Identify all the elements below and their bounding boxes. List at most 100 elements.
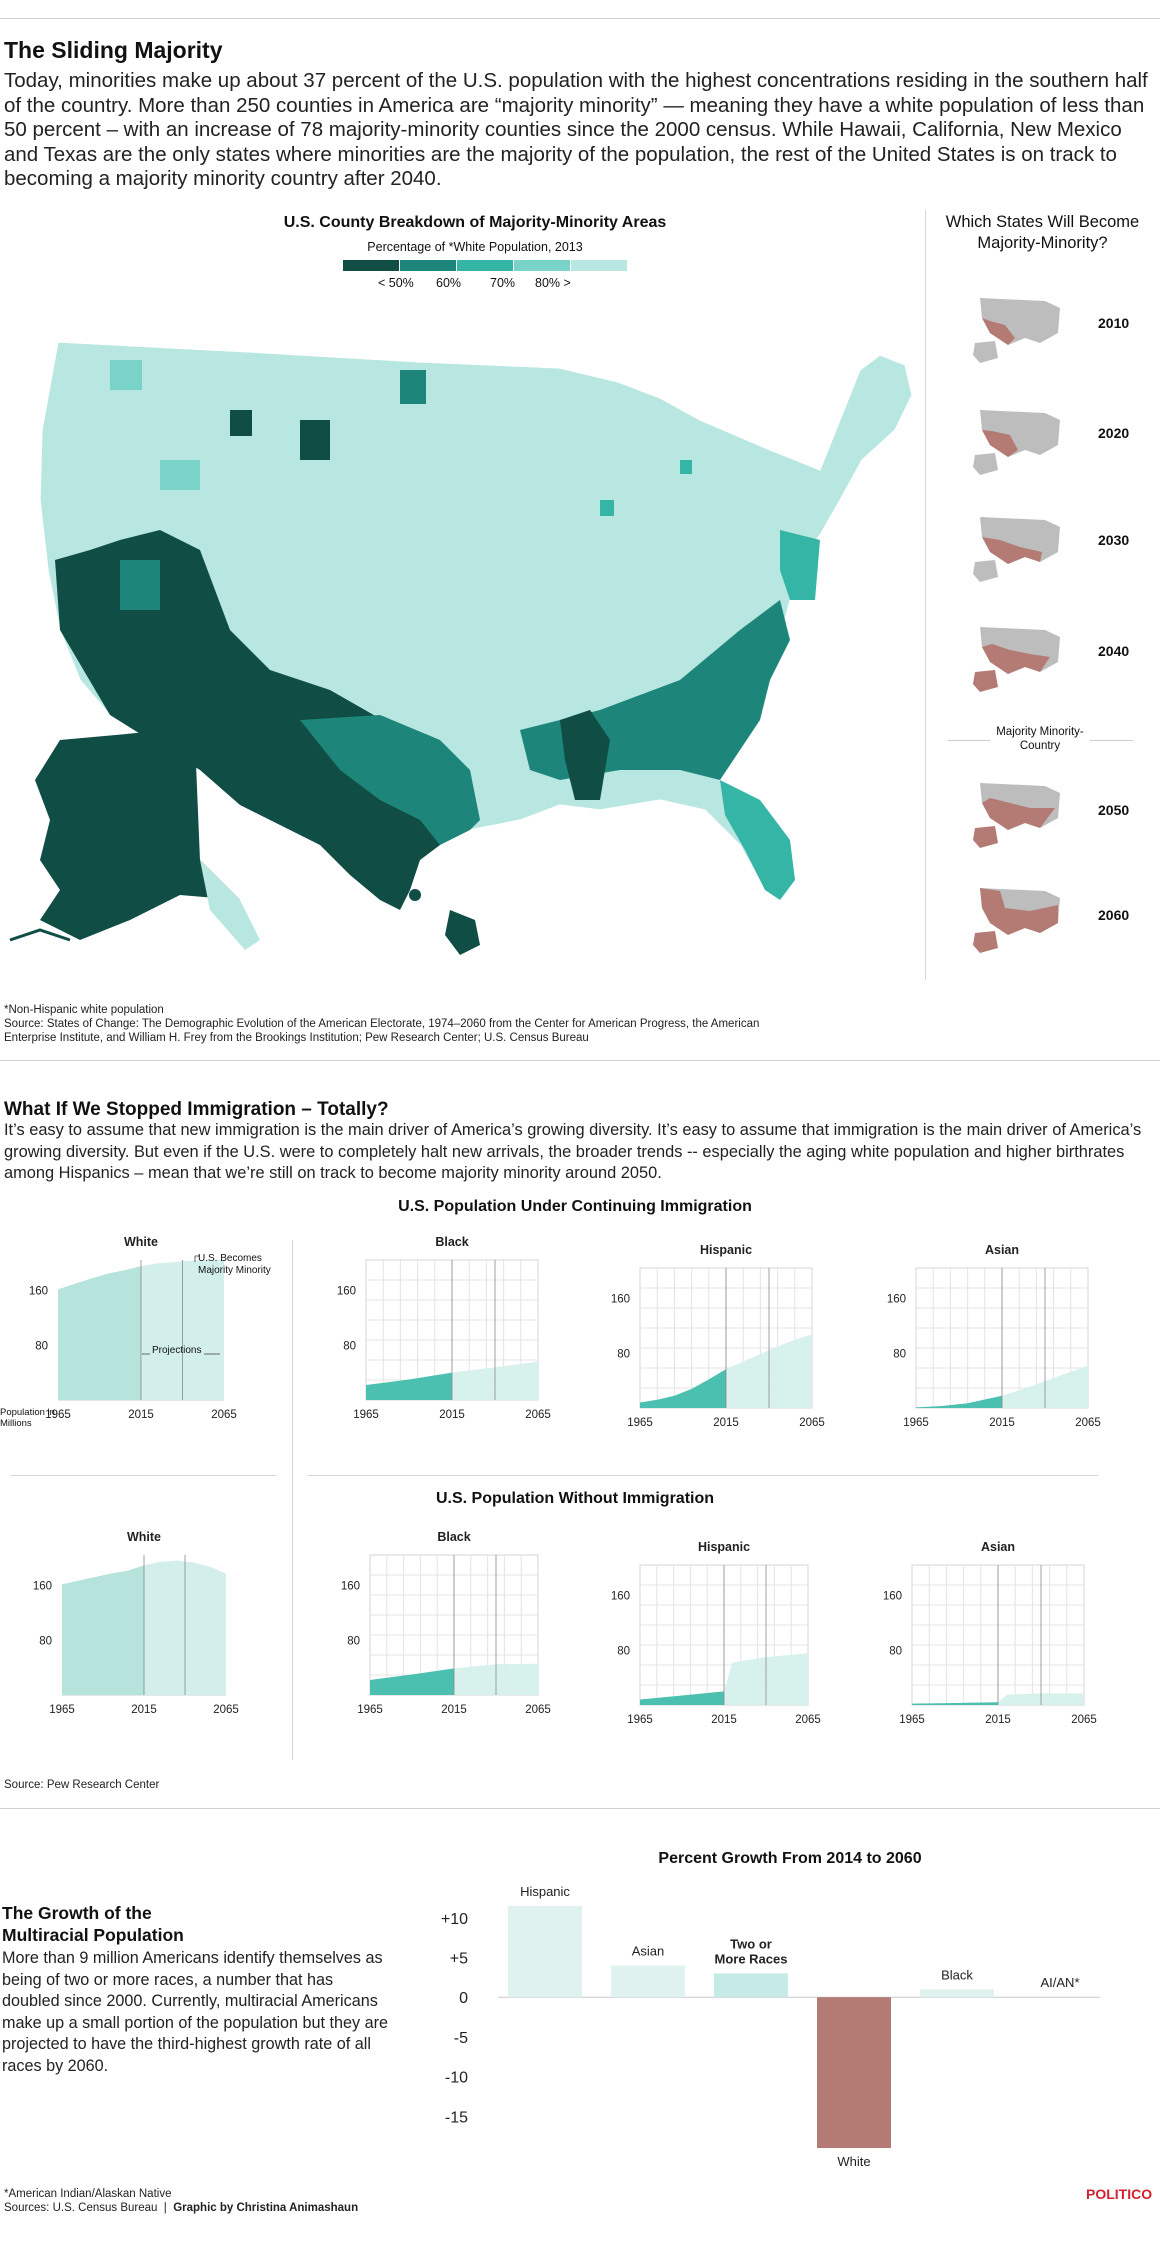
majority-divider-label: Majority Minority- Country xyxy=(990,725,1090,753)
legend-swatch-5 xyxy=(571,260,627,271)
heading-continuing: U.S. Population Under Continuing Immigra… xyxy=(398,1198,752,1215)
x-tick: 1965 xyxy=(353,1409,379,1421)
x-tick: 2015 xyxy=(711,1714,737,1726)
year-map-2020 xyxy=(973,410,1060,475)
map-aleutians xyxy=(9,928,71,942)
population-small-multiples: White 1965 2015 2065 80 160 Black 1965 2015 2065 8… xyxy=(29,1235,1101,1726)
section3-footnote: *American Indian/Alaskan Native xyxy=(4,2188,172,2200)
panel-asian-without: Asian 1965 2015 2065 80 160 xyxy=(883,1540,1097,1726)
panel-divider-others xyxy=(308,1475,1098,1476)
section2-source: Source: Pew Research Center xyxy=(4,1779,160,1791)
growth-bar-hispanic xyxy=(508,1905,582,1998)
section3-sources: Sources: U.S. Census Bureau | Graphic by… xyxy=(4,2202,359,2214)
legend-swatch-1 xyxy=(343,260,399,271)
map-texas-region xyxy=(300,715,480,845)
map-alaska-panhandle xyxy=(200,860,260,950)
population-ylabel: Population in Millions xyxy=(0,1407,55,1429)
y-tick: 80 xyxy=(343,1340,356,1352)
y-tick: 160 xyxy=(883,1591,902,1603)
section3-rule xyxy=(0,1808,1160,1809)
growth-y-tick: +5 xyxy=(450,1951,468,1968)
politico-logo: POLITICO xyxy=(1086,2186,1153,2202)
x-tick: 2015 xyxy=(985,1714,1011,1726)
panel-divider-white xyxy=(10,1475,276,1476)
growth-y-tick: -10 xyxy=(445,2070,468,2087)
map-title: U.S. County Breakdown of Majority-Minori… xyxy=(283,214,667,231)
panel-white-without: White 1965 2015 2065 80 160 xyxy=(33,1530,239,1716)
x-tick: 2015 xyxy=(131,1704,157,1716)
panel-title: White xyxy=(124,1235,158,1249)
panel-divider-vertical xyxy=(292,1240,293,1760)
x-tick: 2065 xyxy=(525,1704,551,1716)
growth-bar-white xyxy=(817,1997,891,2149)
growth-y-tick: +10 xyxy=(441,1911,468,1928)
map-source: Source: States of Change: The Demographi… xyxy=(4,1018,760,1044)
area-historic xyxy=(366,1372,452,1400)
growth-bar-black xyxy=(920,1989,994,1998)
x-tick: 2065 xyxy=(1071,1714,1097,1726)
side-title: Which States Will Become Majority-Minori… xyxy=(945,213,1140,252)
growth-y-tick: -5 xyxy=(454,2030,468,2047)
growth-bar-label: Hispanic xyxy=(520,1884,570,1899)
x-tick: 2065 xyxy=(525,1409,551,1421)
projections-label: Projections xyxy=(152,1345,202,1356)
heading-without: U.S. Population Without Immigration xyxy=(435,1490,715,1507)
year-label-2010: 2010 xyxy=(1098,315,1130,331)
growth-y-tick: -15 xyxy=(445,2109,468,2126)
year-label-2060: 2060 xyxy=(1098,907,1130,923)
y-tick: 160 xyxy=(611,1294,630,1306)
section3-body: More than 9 million Americans identify t… xyxy=(2,1949,389,2075)
area-historic xyxy=(370,1668,454,1695)
x-tick: 2065 xyxy=(1075,1417,1101,1429)
y-tick: 80 xyxy=(35,1340,48,1352)
panel-hispanic-without: Hispanic 1965 2015 2065 80 160 xyxy=(611,1540,821,1726)
panel-black-continuing: Black 1965 2015 2065 80 160 xyxy=(337,1235,551,1421)
area-historic xyxy=(640,1691,724,1705)
panel-title: Asian xyxy=(985,1243,1019,1257)
panel-title: Hispanic xyxy=(700,1243,752,1257)
area-historic xyxy=(62,1565,144,1695)
panel-title: White xyxy=(127,1530,161,1544)
legend-label-3: 70% xyxy=(490,276,516,290)
year-map-2030 xyxy=(973,517,1060,582)
year-map-2060 xyxy=(973,888,1060,953)
panel-black-without: Black 1965 2015 2065 80 160 xyxy=(341,1530,551,1716)
y-tick: 160 xyxy=(337,1286,356,1298)
x-tick: 1965 xyxy=(49,1704,75,1716)
x-tick: 1965 xyxy=(627,1417,653,1429)
x-tick: 2065 xyxy=(795,1714,821,1726)
y-tick: 160 xyxy=(341,1581,360,1593)
map-midwest-city-1 xyxy=(600,500,614,516)
y-tick: 80 xyxy=(617,1645,630,1657)
y-tick: 160 xyxy=(611,1591,630,1603)
year-label-2020: 2020 xyxy=(1098,425,1130,441)
sources-text: Sources: U.S. Census Bureau xyxy=(4,2202,158,2214)
growth-bar-label: AI/AN* xyxy=(1040,1975,1079,1990)
column-divider xyxy=(925,210,926,980)
map-mid-atlantic xyxy=(780,530,820,600)
legend-swatch-2 xyxy=(400,260,456,271)
map-plains-county-5 xyxy=(160,460,200,490)
section1-title: The Sliding Majority xyxy=(4,37,223,63)
growth-bar-label: Asian xyxy=(632,1943,665,1958)
x-tick: 2015 xyxy=(439,1409,465,1421)
y-tick: 80 xyxy=(39,1635,52,1647)
graphic-credit: Graphic by Christina Animashaun xyxy=(173,2202,359,2214)
map-plains-county-3 xyxy=(230,410,252,436)
panel-title: Black xyxy=(435,1235,468,1249)
map-plains-county-1 xyxy=(300,420,330,460)
year-label-2050: 2050 xyxy=(1098,802,1130,818)
us-county-map xyxy=(9,341,913,955)
x-tick: 2065 xyxy=(211,1409,237,1421)
area-historic xyxy=(58,1266,141,1400)
section2-intro: It’s easy to assume that new immigration… xyxy=(4,1121,1142,1182)
panel-title: Black xyxy=(437,1530,470,1544)
section2-title: What If We Stopped Immigration – Totally… xyxy=(4,1099,389,1120)
map-alaska xyxy=(35,730,240,940)
growth-chart-title: Percent Growth From 2014 to 2060 xyxy=(658,1850,922,1867)
year-map-2010 xyxy=(973,298,1060,363)
section2-rule xyxy=(0,1060,1160,1061)
area-historic xyxy=(916,1395,1002,1408)
growth-y-tick: 0 xyxy=(459,1990,468,2007)
year-map-2040 xyxy=(973,627,1060,692)
